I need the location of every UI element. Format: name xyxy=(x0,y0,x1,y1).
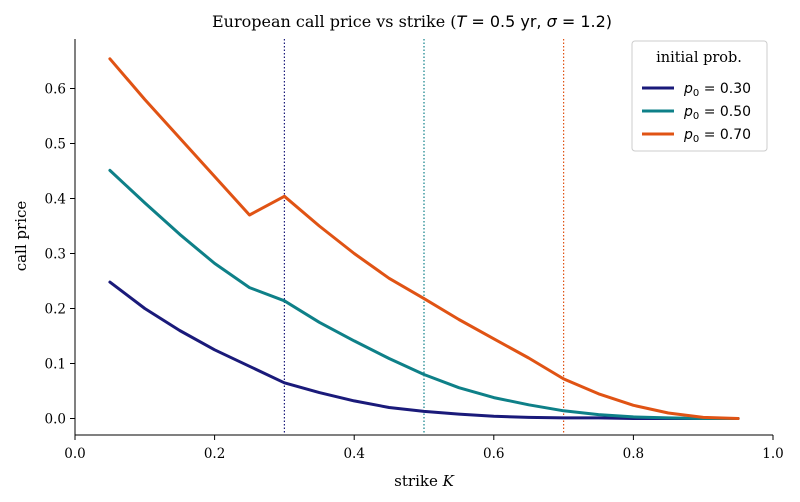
x-axis-label: strike K xyxy=(394,472,454,490)
x-axis-ticks: 0.0 0.2 0.4 0.6 0.8 1.0 xyxy=(64,435,784,462)
legend-items: p0 = 0.30 p0 = 0.50 p0 = 0.70 xyxy=(642,81,751,145)
y-axis-ticks: 0.0 0.1 0.2 0.3 0.4 0.5 0.6 xyxy=(45,82,75,428)
chart-title: European call price vs strike (T = 0.5 y… xyxy=(212,12,612,31)
x-tick-label: 0.6 xyxy=(483,446,504,462)
legend: initial prob. p0 = 0.30 p0 = 0.50 p0 = 0.7… xyxy=(631,40,768,152)
y-tick-label: 0.1 xyxy=(45,357,66,373)
legend-label: p0 = 0.30 xyxy=(683,81,751,99)
y-tick-label: 0.5 xyxy=(45,137,66,153)
y-tick-label: 0.0 xyxy=(45,412,66,428)
x-axis-label-main: strike xyxy=(394,472,442,490)
x-tick-label: 0.4 xyxy=(343,446,364,462)
x-tick-label: 0.0 xyxy=(64,446,85,462)
y-tick-label: 0.6 xyxy=(45,82,66,98)
series-line xyxy=(108,168,740,420)
title-prefix: European call price vs strike ( xyxy=(212,12,456,31)
legend-title: initial prob. xyxy=(656,50,742,66)
title-T-symbol: T xyxy=(456,12,467,31)
legend-label: p0 = 0.70 xyxy=(683,127,751,145)
title-sigma-value: = 1.2) xyxy=(557,12,612,31)
series-line xyxy=(108,57,740,420)
x-tick-label: 1.0 xyxy=(762,446,783,462)
title-T-value: = 0.5 yr, xyxy=(466,12,546,31)
series-lines xyxy=(108,57,740,420)
legend-frame xyxy=(631,40,768,152)
y-tick-label: 0.4 xyxy=(45,192,66,208)
x-tick-label: 0.2 xyxy=(204,446,225,462)
y-tick-label: 0.2 xyxy=(45,302,66,318)
title-sigma-symbol: σ xyxy=(547,12,558,31)
legend-label: p0 = 0.50 xyxy=(683,104,751,122)
y-tick-label: 0.3 xyxy=(45,247,66,263)
x-tick-label: 0.8 xyxy=(623,446,644,462)
series-line xyxy=(108,280,740,420)
x-axis-label-symbol: K xyxy=(442,472,455,490)
vertical-reference-lines xyxy=(283,39,565,435)
y-axis-label: call price xyxy=(12,201,30,272)
